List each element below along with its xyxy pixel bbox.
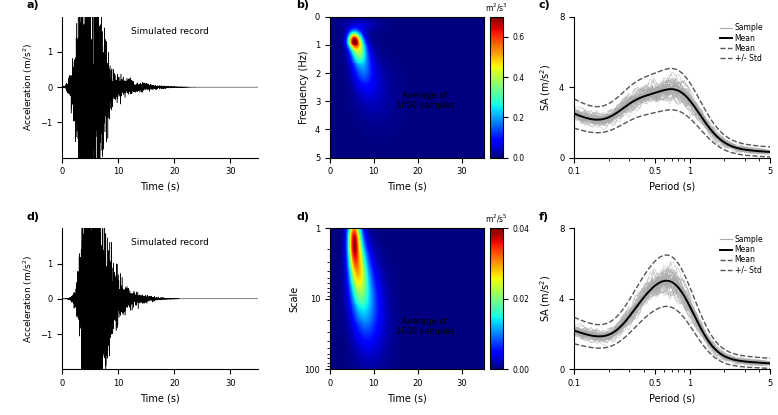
Y-axis label: Acceleration (m/s$^2$): Acceleration (m/s$^2$) (21, 255, 35, 343)
X-axis label: Period (s): Period (s) (649, 182, 696, 192)
Text: f): f) (539, 212, 549, 222)
Legend: Sample, Mean, Mean, +/- Std: Sample, Mean, Mean, +/- Std (717, 20, 766, 66)
Text: Average of
1000 samples: Average of 1000 samples (396, 91, 454, 110)
X-axis label: Time (s): Time (s) (141, 394, 180, 404)
Text: Simulated record: Simulated record (131, 238, 209, 247)
X-axis label: Time (s): Time (s) (141, 182, 180, 192)
Text: m$^2$/s$^5$: m$^2$/s$^5$ (485, 213, 508, 225)
Text: Simulated record: Simulated record (131, 27, 209, 36)
Text: a): a) (27, 0, 40, 10)
Text: Unit:
m$^2$/s$^3$: Unit: m$^2$/s$^3$ (485, 0, 508, 14)
X-axis label: Time (s): Time (s) (387, 394, 426, 404)
Text: d): d) (27, 212, 40, 222)
Text: b): b) (296, 0, 309, 10)
Y-axis label: SA (m/s$^2$): SA (m/s$^2$) (538, 63, 553, 111)
Y-axis label: Frequency (Hz): Frequency (Hz) (300, 50, 310, 124)
Y-axis label: Acceleration (m/s$^2$): Acceleration (m/s$^2$) (21, 43, 35, 131)
Text: Average of
1000 samples: Average of 1000 samples (396, 317, 454, 336)
Y-axis label: SA (m/s$^2$): SA (m/s$^2$) (538, 275, 553, 322)
Y-axis label: Scale: Scale (289, 286, 299, 312)
X-axis label: Time (s): Time (s) (387, 182, 426, 192)
Text: c): c) (539, 0, 551, 10)
Text: d): d) (296, 212, 309, 222)
Legend: Sample, Mean, Mean, +/- Std: Sample, Mean, Mean, +/- Std (717, 232, 766, 278)
X-axis label: Period (s): Period (s) (649, 394, 696, 404)
